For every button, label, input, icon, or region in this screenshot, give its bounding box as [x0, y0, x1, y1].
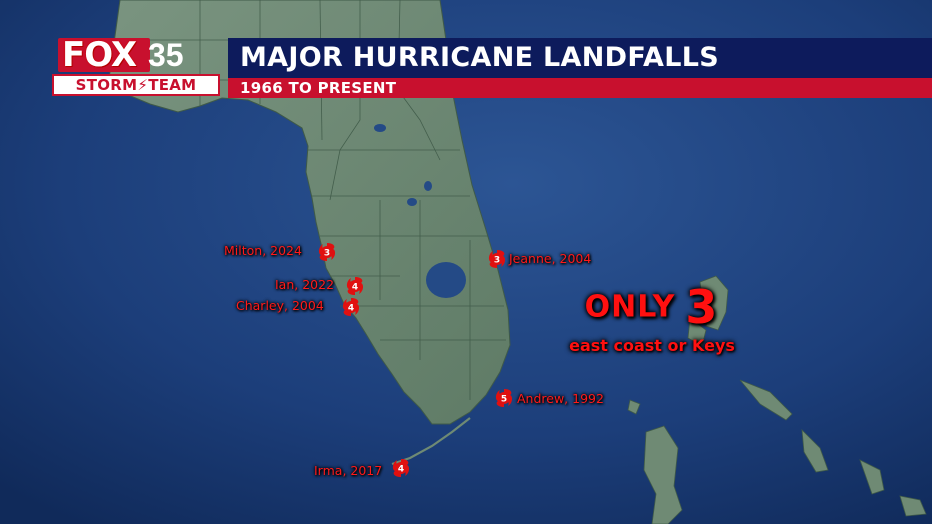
storm-label-charley: Charley, 2004: [236, 298, 324, 313]
subtitle-bar: 1966 TO PRESENT: [228, 78, 932, 98]
callout-subtext: east coast or Keys: [569, 336, 735, 355]
storm-label-ian: Ian, 2022: [275, 277, 335, 292]
storm-category: 3: [324, 249, 330, 259]
callout-number: 3: [685, 280, 718, 334]
lake-okeechobee: [426, 262, 466, 298]
callout-headline: ONLY 3: [566, 280, 736, 334]
storm-category: 4: [352, 283, 358, 293]
logo-storm-team: STORM⚡TEAM: [52, 74, 220, 96]
hurricane-icon: 4: [390, 457, 412, 479]
lake: [374, 124, 386, 132]
station-logo: FOX 35 STORM⚡TEAM: [52, 36, 220, 98]
page-title: MAJOR HURRICANE LANDFALLS: [240, 42, 719, 73]
hurricane-icon: 4: [340, 296, 362, 318]
hurricane-icon: 3: [316, 241, 338, 263]
storm-label-irma: Irma, 2017: [314, 463, 383, 478]
logo-channel-number: 35: [148, 37, 184, 73]
storm-label-jeanne: Jeanne, 2004: [509, 251, 592, 266]
page-subtitle: 1966 TO PRESENT: [240, 79, 397, 97]
hurricane-icon: 4: [344, 275, 366, 297]
storm-category: 5: [501, 395, 507, 405]
hurricane-icon: 5: [493, 387, 515, 409]
storm-label-milton: Milton, 2024: [224, 243, 302, 258]
title-bar: MAJOR HURRICANE LANDFALLS: [228, 38, 932, 78]
storm-category: 3: [494, 256, 500, 266]
storm-label-andrew: Andrew, 1992: [517, 391, 604, 406]
hurricane-icon: 3: [486, 248, 508, 270]
bahamas: [627, 275, 927, 524]
storm-category: 4: [348, 304, 354, 314]
lake: [424, 181, 432, 191]
storm-category: 4: [398, 465, 404, 475]
lake: [407, 198, 417, 206]
callout-only-text: ONLY: [584, 289, 676, 325]
logo-red-background: [58, 38, 150, 72]
logo-fox-text: FOX: [62, 35, 137, 75]
